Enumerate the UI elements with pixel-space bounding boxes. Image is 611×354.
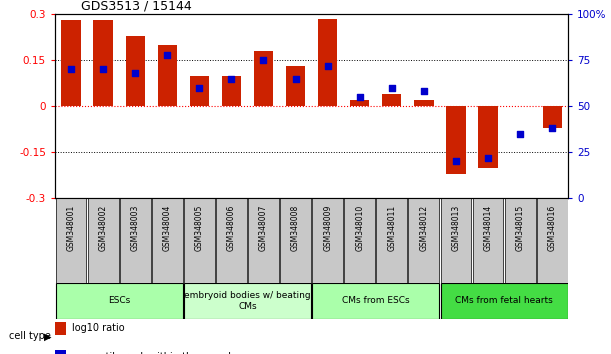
- Bar: [286, 66, 305, 106]
- Text: GSM348016: GSM348016: [547, 205, 557, 251]
- Text: ▶: ▶: [44, 331, 51, 341]
- Bar: [190, 75, 209, 106]
- Point: [291, 76, 301, 81]
- Text: GSM348005: GSM348005: [195, 205, 204, 251]
- Bar: [56, 283, 183, 319]
- Text: GSM348009: GSM348009: [323, 205, 332, 251]
- Bar: [382, 94, 401, 106]
- Point: [451, 159, 461, 164]
- Text: GDS3513 / 15144: GDS3513 / 15144: [81, 0, 191, 13]
- Bar: [152, 198, 183, 283]
- Text: log10 ratio: log10 ratio: [72, 323, 125, 333]
- Bar: [345, 198, 375, 283]
- Bar: [222, 75, 241, 106]
- Bar: [184, 283, 311, 319]
- Bar: [414, 100, 433, 106]
- Text: GSM348001: GSM348001: [67, 205, 76, 251]
- Text: GSM348015: GSM348015: [516, 205, 525, 251]
- Text: percentile rank within the sample: percentile rank within the sample: [72, 352, 237, 354]
- Bar: [350, 100, 369, 106]
- Bar: [184, 198, 214, 283]
- Text: GSM348012: GSM348012: [419, 205, 428, 251]
- Bar: [409, 198, 439, 283]
- Text: GSM348014: GSM348014: [483, 205, 492, 251]
- Text: GSM348013: GSM348013: [452, 205, 461, 251]
- Bar: [537, 198, 568, 283]
- Text: GSM348003: GSM348003: [131, 205, 140, 251]
- Bar: [126, 36, 145, 106]
- Text: CMs from ESCs: CMs from ESCs: [342, 296, 409, 306]
- Bar: [56, 198, 86, 283]
- Bar: [505, 198, 535, 283]
- Text: GSM348011: GSM348011: [387, 205, 397, 251]
- Text: GSM348007: GSM348007: [259, 205, 268, 251]
- Point: [227, 76, 236, 81]
- Point: [194, 85, 204, 91]
- Bar: [473, 198, 503, 283]
- Bar: [543, 106, 562, 128]
- Text: CMs from fetal hearts: CMs from fetal hearts: [455, 296, 553, 306]
- Bar: [88, 198, 119, 283]
- Bar: [312, 283, 439, 319]
- Bar: [254, 51, 273, 106]
- Point: [355, 94, 365, 100]
- Point: [515, 131, 525, 137]
- Bar: [61, 20, 81, 106]
- Text: GSM348006: GSM348006: [227, 205, 236, 251]
- Text: GSM348002: GSM348002: [98, 205, 108, 251]
- Point: [547, 125, 557, 131]
- Text: embryoid bodies w/ beating
CMs: embryoid bodies w/ beating CMs: [184, 291, 311, 310]
- Bar: [376, 198, 407, 283]
- Bar: [318, 19, 337, 106]
- Bar: [93, 20, 113, 106]
- Text: GSM348008: GSM348008: [291, 205, 300, 251]
- Bar: [280, 198, 311, 283]
- Bar: [441, 198, 471, 283]
- Point: [387, 85, 397, 91]
- Text: GSM348010: GSM348010: [355, 205, 364, 251]
- Bar: [158, 45, 177, 106]
- Point: [98, 67, 108, 72]
- Point: [66, 67, 76, 72]
- Bar: [248, 198, 279, 283]
- Text: GSM348004: GSM348004: [163, 205, 172, 251]
- Text: cell type: cell type: [9, 331, 51, 341]
- Bar: [312, 198, 343, 283]
- Bar: [441, 283, 568, 319]
- Point: [163, 52, 172, 57]
- Bar: [216, 198, 247, 283]
- Bar: [446, 106, 466, 174]
- Bar: [120, 198, 150, 283]
- Point: [419, 88, 429, 94]
- Point: [258, 57, 268, 63]
- Text: ESCs: ESCs: [108, 296, 130, 306]
- Bar: [478, 106, 497, 167]
- Point: [323, 63, 332, 69]
- Point: [483, 155, 493, 161]
- Point: [130, 70, 140, 76]
